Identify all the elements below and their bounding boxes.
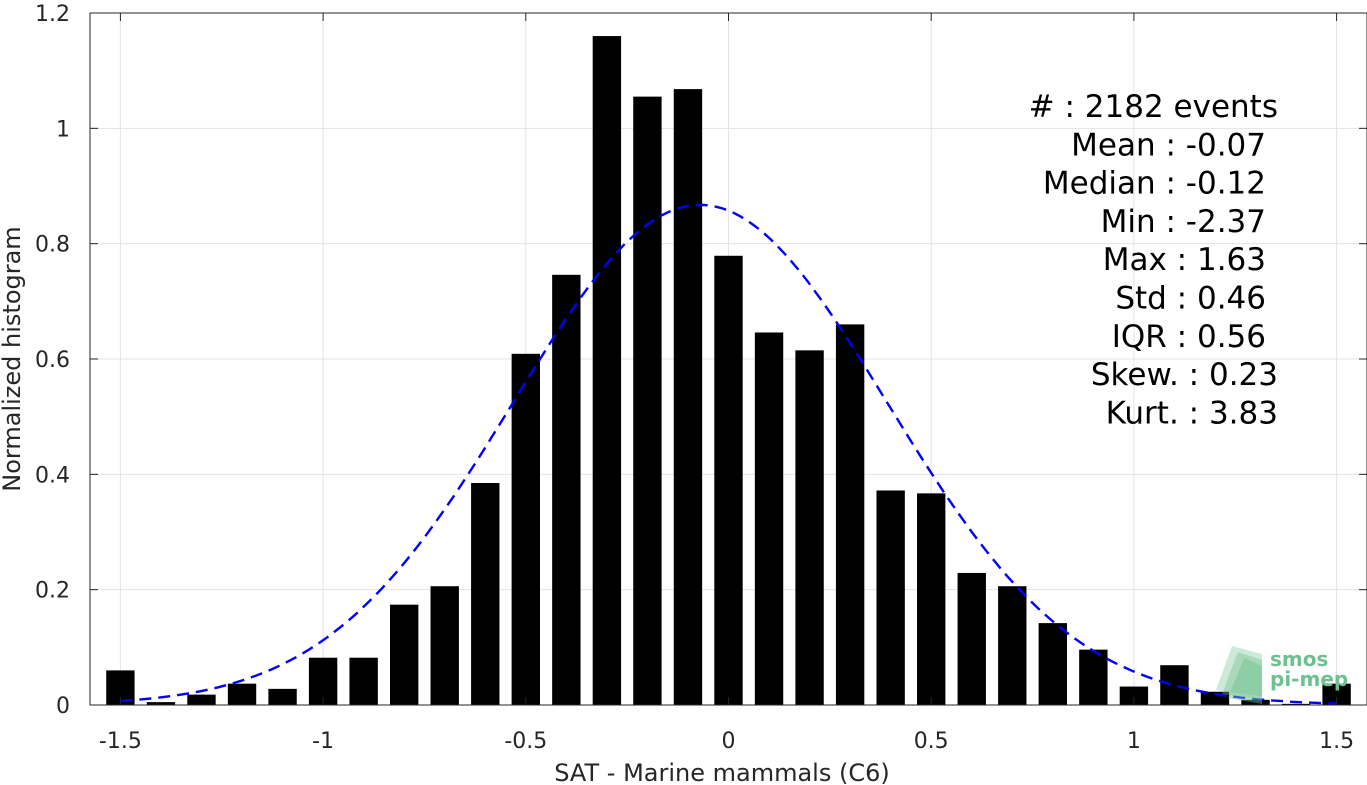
bars <box>106 36 1351 706</box>
logo-text-line1: smos <box>1270 647 1328 671</box>
histogram-bar <box>187 694 216 705</box>
logo-text-line2: pi-mep <box>1270 667 1348 691</box>
y-tick-label: 0.2 <box>35 579 70 604</box>
histogram-bar <box>592 36 622 706</box>
stats-line: Min : -2.37 <box>1101 204 1266 240</box>
stats-line: # : 2182 events <box>1029 89 1278 125</box>
x-tick-label: 1.5 <box>1319 729 1354 754</box>
x-tick-label: -1 <box>312 729 334 754</box>
stats-line: Max : 1.63 <box>1103 242 1266 278</box>
histogram-bar <box>957 572 986 705</box>
histogram-bar <box>146 702 176 705</box>
y-tick-labels: 0 0.2 0.4 0.6 0.8 1 1.2 <box>35 2 70 719</box>
y-tick-label: 0.4 <box>35 463 70 488</box>
histogram-bar <box>673 89 703 706</box>
histogram-bar <box>633 96 662 705</box>
histogram-bar <box>349 657 378 705</box>
histogram-bar <box>754 332 784 705</box>
histogram-bar <box>876 490 905 705</box>
normal-fit-curve <box>120 203 1337 705</box>
histogram-bar <box>552 274 581 705</box>
y-tick-label: 0.8 <box>35 233 70 258</box>
x-tick-labels: -1.5 -1 -0.5 0 0.5 1 1.5 <box>99 729 1354 754</box>
smos-pi-mep-logo: smos pi-mep <box>1216 646 1348 704</box>
stats-line: Skew. : 0.23 <box>1091 357 1278 393</box>
x-tick-label: 1 <box>1127 729 1141 754</box>
axes <box>89 12 1367 706</box>
logo-mark-icon <box>1216 646 1262 704</box>
y-tick-label: 1 <box>56 117 70 142</box>
histogram-bar <box>227 683 257 705</box>
histogram-bar <box>1038 623 1068 705</box>
y-tick-label: 0 <box>56 694 70 719</box>
x-tick-label: 0.5 <box>914 729 949 754</box>
x-axis-title: SAT - Marine mammals (C6) <box>554 759 889 785</box>
histogram-bar <box>471 482 500 705</box>
y-tick-label: 1.2 <box>35 2 70 27</box>
histogram-bar <box>1322 683 1351 705</box>
histogram-bar <box>1241 699 1270 705</box>
histogram-bar <box>1119 686 1149 705</box>
histogram-bar <box>835 324 865 705</box>
histogram-bar <box>430 586 459 705</box>
y-axis-title: Normalized histogram <box>0 226 26 491</box>
stats-line: Mean : -0.07 <box>1071 127 1266 163</box>
histogram-bar <box>511 353 540 705</box>
x-tick-label: -1.5 <box>99 729 142 754</box>
histogram-bar <box>998 586 1027 705</box>
histogram-bar <box>795 350 824 705</box>
stats-line: Kurt. : 3.83 <box>1106 395 1278 431</box>
histogram-bar <box>714 255 743 705</box>
histogram-bar <box>389 604 419 705</box>
x-tick-label: 0 <box>722 729 736 754</box>
stats-line: IQR : 0.56 <box>1112 319 1266 355</box>
x-tick-label: -0.5 <box>504 729 547 754</box>
stats-line: Median : -0.12 <box>1043 166 1266 202</box>
histogram-bar <box>268 688 297 705</box>
y-tick-label: 0.6 <box>35 348 70 373</box>
histogram-bar <box>1281 703 1311 705</box>
histogram-bar <box>917 493 946 705</box>
histogram-bar <box>1079 649 1108 705</box>
histogram-bar <box>1160 665 1189 705</box>
stats-line: Std : 0.46 <box>1115 281 1266 317</box>
